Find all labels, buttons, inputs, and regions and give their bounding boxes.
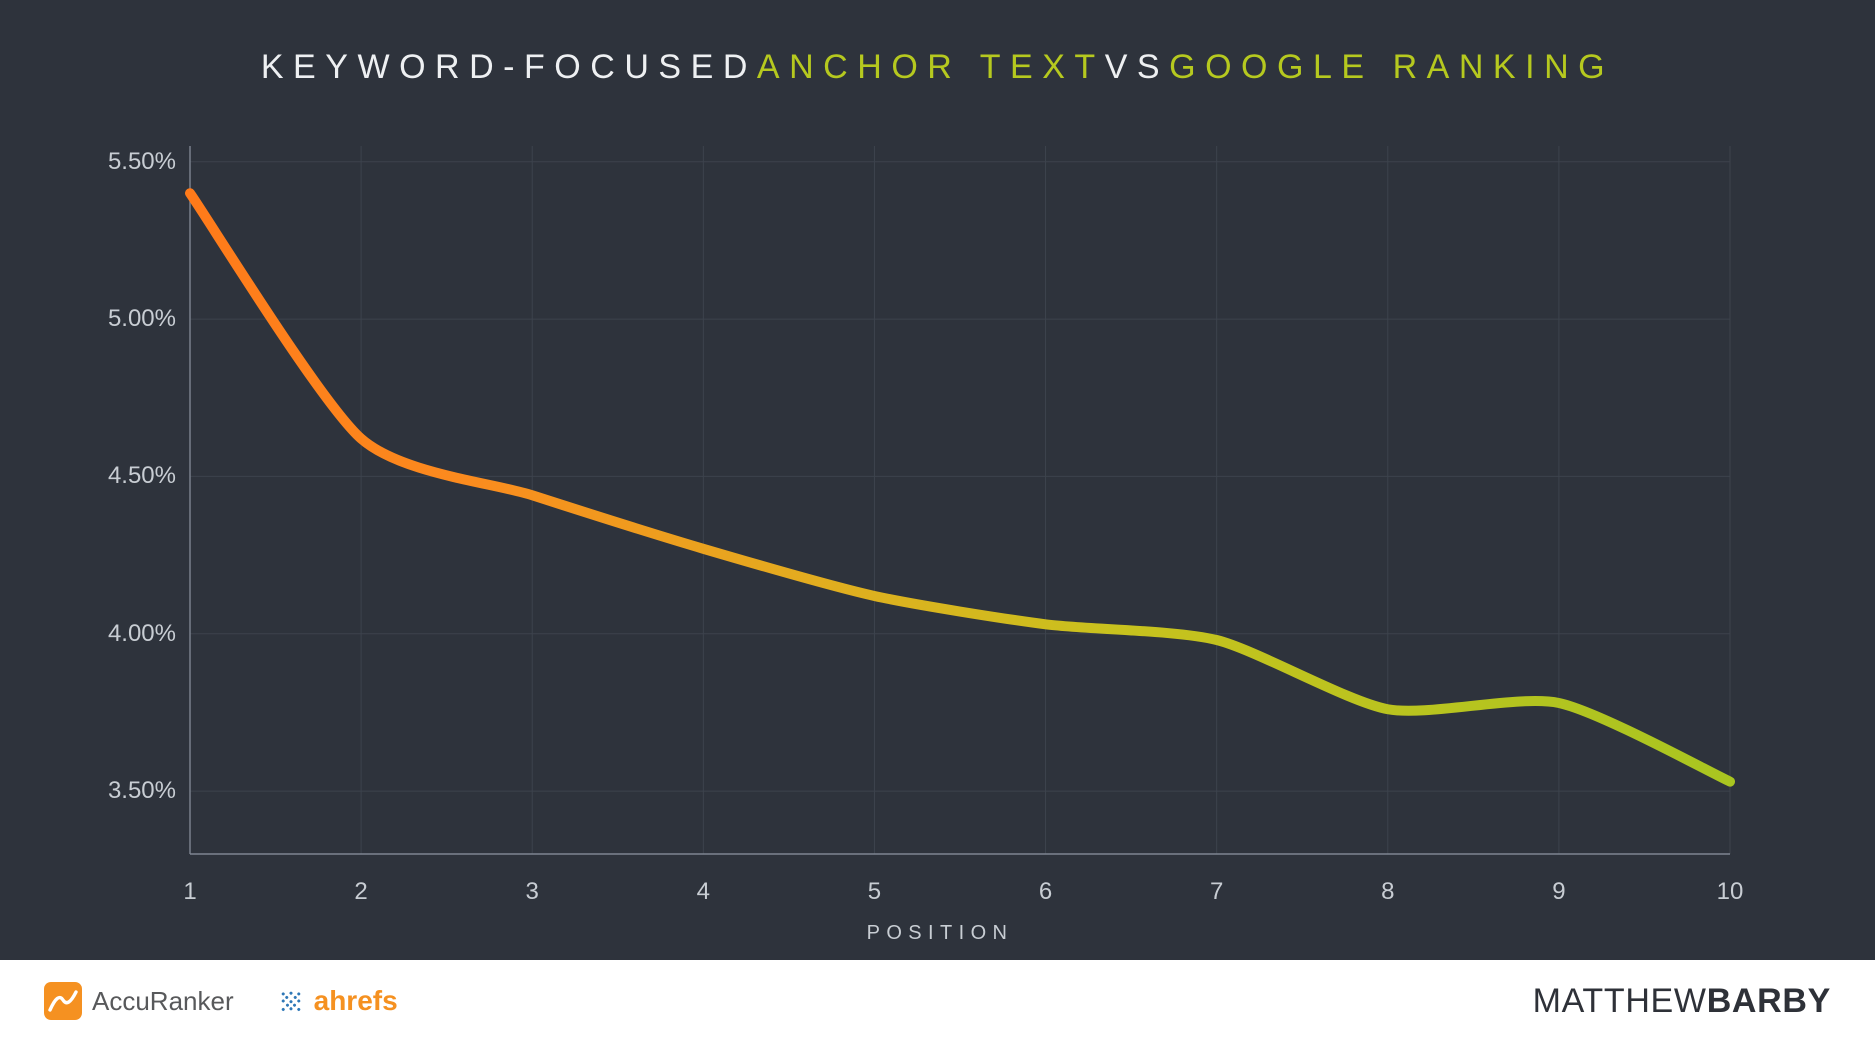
title-segment: ANCHOR TEXT [757,48,1105,87]
y-tick-label: 3.50% [108,777,190,805]
title-segment: KEYWORD-FOCUSED [261,48,757,87]
plot-area: POSITION 3.50%4.00%4.50%5.00%5.50%123456… [130,140,1750,860]
x-tick-label: 8 [1381,878,1394,906]
author-last: BARBY [1707,982,1831,1020]
x-tick-label: 7 [1210,878,1223,906]
x-tick-label: 1 [183,878,196,906]
author-brand: MATTHEWBARBY [1533,982,1831,1021]
brand-ahrefs: ahrefs [276,985,398,1017]
footer-bar: AccuRanker ahrefs MATTHEWBARBY [0,960,1875,1042]
y-tick-label: 5.00% [108,305,190,333]
x-tick-label: 4 [697,878,710,906]
y-tick-label: 4.00% [108,620,190,648]
x-tick-label: 9 [1552,878,1565,906]
x-tick-label: 3 [526,878,539,906]
y-tick-label: 5.50% [108,148,190,176]
ahrefs-label: ahrefs [314,985,398,1017]
title-segment: GOOGLE RANKING [1169,48,1614,87]
canvas: KEYWORD-FOCUSED ANCHOR TEXT VS GOOGLE RA… [0,0,1875,1042]
accuranker-label: AccuRanker [92,986,234,1017]
chart-title: KEYWORD-FOCUSED ANCHOR TEXT VS GOOGLE RA… [0,0,1875,87]
line-chart-svg [130,140,1750,860]
x-tick-label: 6 [1039,878,1052,906]
x-axis-label: POSITION [867,922,1014,945]
x-tick-label: 10 [1717,878,1744,906]
brand-accuranker: AccuRanker [44,982,234,1020]
ahrefs-icon [269,980,311,1022]
x-tick-label: 2 [354,878,367,906]
y-tick-label: 4.50% [108,462,190,490]
author-first: MATTHEW [1533,982,1707,1020]
x-tick-label: 5 [868,878,881,906]
title-segment: VS [1105,48,1169,87]
accuranker-icon [44,982,82,1020]
chart-region: KEYWORD-FOCUSED ANCHOR TEXT VS GOOGLE RA… [0,0,1875,960]
